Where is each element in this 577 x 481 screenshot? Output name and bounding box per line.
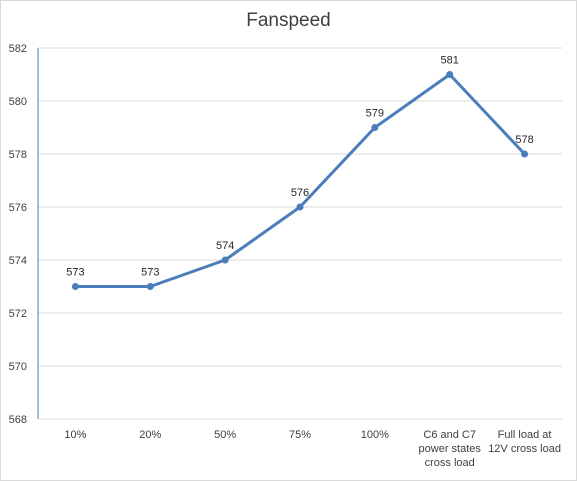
x-tick-label-line: 50% <box>214 429 236 441</box>
y-tick-label: 570 <box>9 361 27 373</box>
data-point <box>221 256 229 264</box>
x-tick-label-line: 10% <box>64 429 86 441</box>
data-point <box>296 203 304 211</box>
x-tick-label: 10% <box>64 429 86 441</box>
x-tick-label-line: 12V cross load <box>488 443 561 455</box>
x-tick-label-line: 20% <box>139 429 161 441</box>
x-tick-label: 75% <box>289 429 311 441</box>
data-label: 578 <box>515 134 533 146</box>
y-tick-label: 578 <box>9 149 27 161</box>
data-point <box>521 150 529 158</box>
data-point <box>146 283 154 290</box>
x-tick-label: Full load at 12V cross load <box>488 429 561 455</box>
data-label: 579 <box>366 108 384 120</box>
x-tick-label-line: cross load <box>425 457 475 469</box>
data-point <box>71 283 79 290</box>
series-line <box>73 73 527 288</box>
x-tick-label-line: 100% <box>361 429 389 441</box>
data-label: 573 <box>141 267 159 279</box>
y-tick-label: 574 <box>9 255 27 267</box>
data-label: 573 <box>66 267 84 279</box>
x-tick-label-line: 75% <box>289 429 311 441</box>
data-label: 574 <box>216 240 234 252</box>
x-tick-label: 100% <box>361 429 389 441</box>
y-tick-label: 576 <box>9 202 27 214</box>
x-tick-label-line: C6 and C7 <box>423 429 476 441</box>
data-point <box>446 71 454 78</box>
x-tick-label-line: Full load at <box>498 429 552 441</box>
data-label: 576 <box>291 187 309 199</box>
x-tick-label: 50% <box>214 429 236 441</box>
y-tick-label: 568 <box>9 414 27 426</box>
x-tick-label: 20% <box>139 429 161 441</box>
data-point <box>371 124 379 131</box>
y-tick-label: 582 <box>9 43 27 55</box>
x-tick-label: C6 and C7 power states cross load <box>419 429 482 469</box>
data-label: 581 <box>441 55 459 67</box>
chart-title: Fanspeed <box>246 10 331 31</box>
y-tick-label: 580 <box>9 96 27 108</box>
x-tick-label-line: power states <box>419 443 482 455</box>
y-tick-label: 572 <box>9 308 27 320</box>
